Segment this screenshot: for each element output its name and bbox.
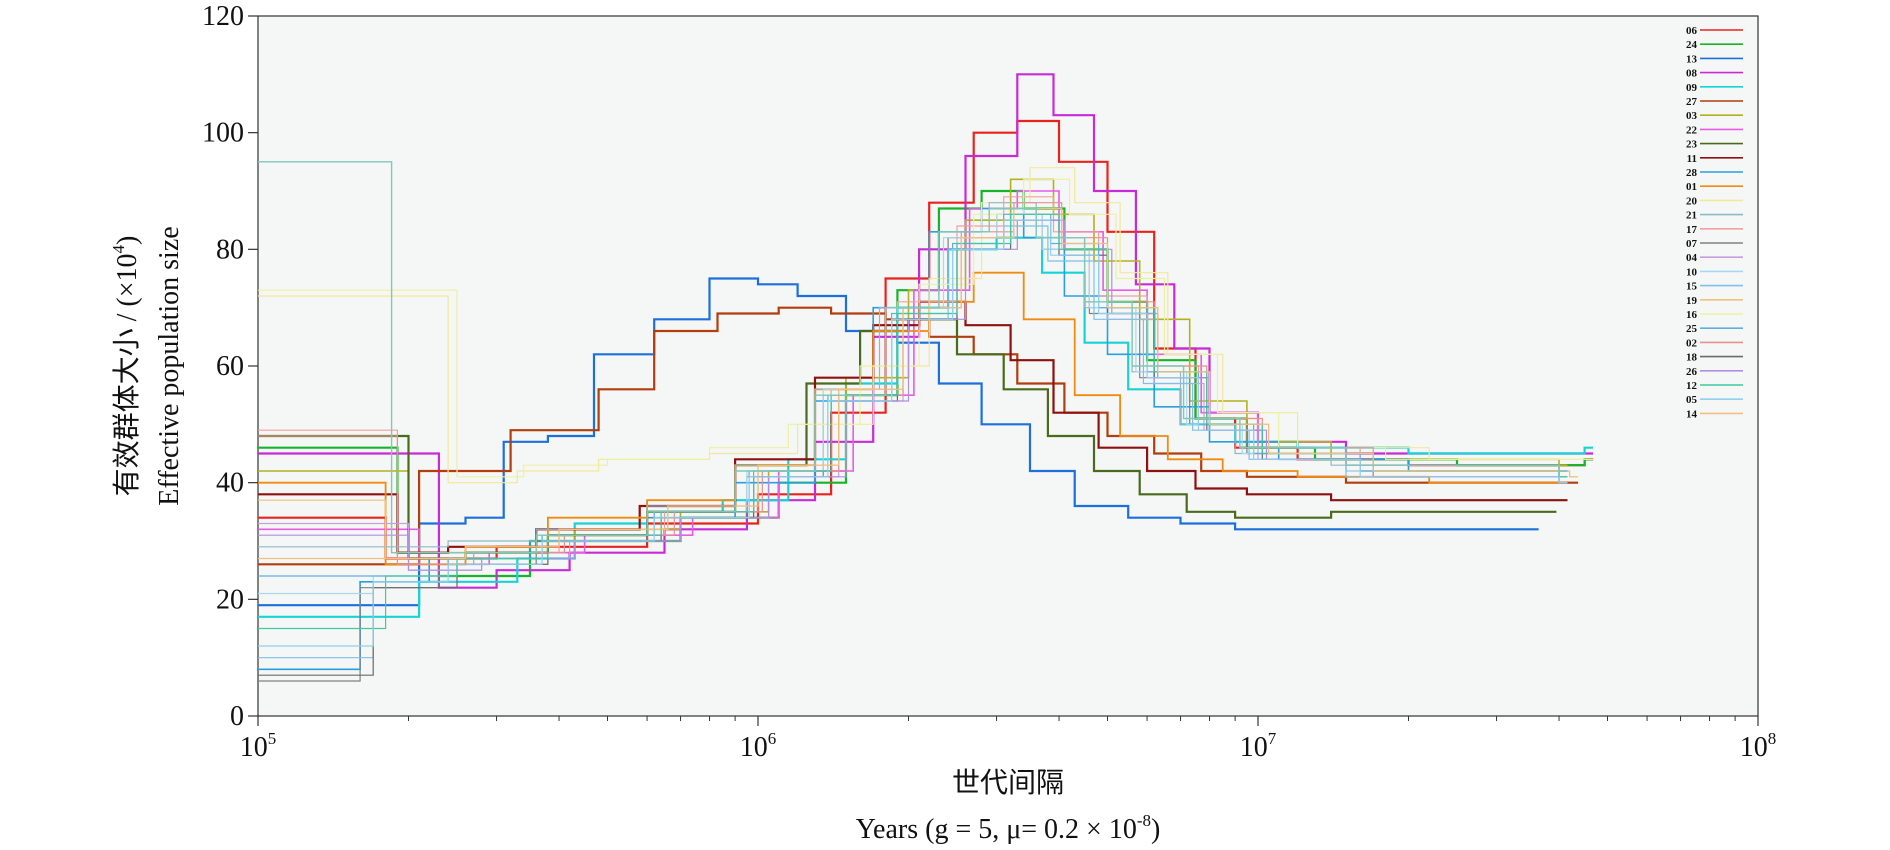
legend-label-20: 20 bbox=[1686, 195, 1698, 207]
series-line-01 bbox=[258, 271, 1568, 566]
legend-label-24: 24 bbox=[1686, 39, 1698, 51]
legend-label-23: 23 bbox=[1686, 139, 1698, 151]
legend-label-12: 12 bbox=[1686, 380, 1698, 392]
y-tick-label: 0 bbox=[230, 701, 244, 732]
x-ticks: 105 106 107 108 bbox=[240, 716, 1777, 763]
legend: 06 24 13 08 09 27 03 22 23 11 28 01 20 21 17 07 04 10 15 19… bbox=[1686, 25, 1743, 420]
legend-label-03: 03 bbox=[1686, 110, 1698, 122]
legend-label-19: 19 bbox=[1686, 295, 1698, 307]
y-tick-label: 100 bbox=[202, 118, 244, 149]
x-tick-label: 106 bbox=[740, 729, 777, 763]
series-layer bbox=[258, 73, 1594, 682]
legend-label-05: 05 bbox=[1686, 394, 1698, 406]
legend-label-08: 08 bbox=[1686, 68, 1698, 80]
legend-label-10: 10 bbox=[1686, 266, 1698, 278]
y-axis-title-en: Effective population size bbox=[154, 226, 185, 505]
y-axis-title-cn-end: ) bbox=[112, 236, 143, 245]
legend-label-18: 18 bbox=[1686, 352, 1698, 364]
series-line-13 bbox=[258, 277, 1539, 607]
legend-label-22: 22 bbox=[1686, 124, 1698, 136]
legend-label-15: 15 bbox=[1686, 281, 1698, 293]
legend-label-21: 21 bbox=[1686, 210, 1697, 222]
legend-label-14: 14 bbox=[1686, 408, 1698, 420]
legend-label-25: 25 bbox=[1686, 323, 1698, 335]
x-tick-label: 105 bbox=[240, 729, 277, 763]
y-axis-title-cn-group: 有效群体大小 / (×104) bbox=[109, 236, 143, 497]
legend-label-06: 06 bbox=[1686, 25, 1698, 37]
x-axis-title-en: Years (g = 5, μ= 0.2 × 10-8) bbox=[856, 811, 1161, 845]
x-axis-title-en-main: Years (g = 5, μ= 0.2 × 10 bbox=[856, 814, 1137, 845]
x-axis-title-en-end: ) bbox=[1151, 814, 1160, 845]
legend-label-13: 13 bbox=[1686, 53, 1698, 65]
series-line-16 bbox=[258, 178, 1594, 478]
series-line-05 bbox=[258, 219, 1568, 647]
legend-label-07: 07 bbox=[1686, 238, 1698, 250]
y-tick-label: 120 bbox=[202, 1, 244, 32]
legend-label-11: 11 bbox=[1687, 153, 1697, 165]
legend-label-27: 27 bbox=[1686, 96, 1698, 108]
x-axis-title-cn: 世代间隔 bbox=[952, 767, 1064, 799]
y-axis-title-cn-exp: 4 bbox=[109, 244, 128, 253]
y-tick-label: 80 bbox=[216, 234, 244, 265]
series-line-14 bbox=[258, 207, 1579, 560]
y-tick-label: 40 bbox=[216, 468, 244, 499]
plot-area bbox=[257, 15, 1759, 717]
legend-label-17: 17 bbox=[1686, 224, 1698, 236]
legend-label-26: 26 bbox=[1686, 366, 1698, 378]
y-ticks: 0 20 40 60 80 100 120 bbox=[202, 1, 258, 732]
legend-label-28: 28 bbox=[1686, 167, 1698, 179]
legend-label-01: 01 bbox=[1686, 181, 1697, 193]
x-tick-label: 108 bbox=[1740, 729, 1777, 763]
legend-label-04: 04 bbox=[1686, 252, 1698, 264]
x-tick-label: 107 bbox=[1240, 729, 1277, 763]
y-axis-title-cn-main: 有效群体大小 / (×10 bbox=[111, 253, 143, 496]
y-axis-title-cn: 有效群体大小 / (×104) bbox=[109, 236, 143, 497]
series-line-unlabeled-28 bbox=[258, 161, 1568, 554]
legend-label-02: 02 bbox=[1686, 337, 1698, 349]
x-axis-title-en-exp: -8 bbox=[1137, 811, 1151, 830]
y-axis-title-en-group: Effective population size bbox=[154, 226, 185, 505]
y-tick-label: 20 bbox=[216, 584, 244, 615]
y-tick-label: 60 bbox=[216, 351, 244, 382]
legend-label-09: 09 bbox=[1686, 82, 1698, 94]
legend-label-16: 16 bbox=[1686, 309, 1698, 321]
